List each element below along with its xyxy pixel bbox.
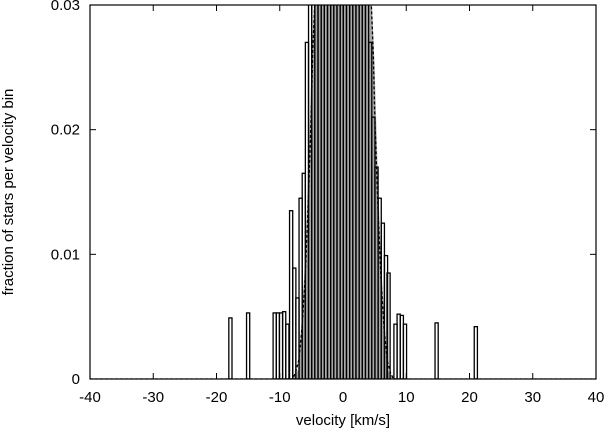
- y-tick-label: 0: [72, 371, 80, 388]
- gaussian-fit-layer: [90, 5, 596, 379]
- x-tick-label: -20: [206, 389, 228, 406]
- histogram-bar: [434, 322, 439, 379]
- x-tick-label: -30: [142, 389, 164, 406]
- y-axis-label: fraction of stars per velocity bin: [0, 89, 17, 296]
- x-axis-ticks: -40 -30 -20 -10 0 10 20 30 40: [79, 5, 604, 406]
- x-tick-label: 10: [398, 389, 415, 406]
- x-tick-label: -40: [79, 389, 101, 406]
- histogram-bar: [285, 323, 290, 379]
- x-tick-label: 20: [461, 389, 478, 406]
- x-axis-label: velocity [km/s]: [296, 412, 390, 429]
- histogram-bar: [402, 323, 408, 379]
- x-tick-label: 40: [588, 389, 605, 406]
- y-tick-label: 0.03: [51, 0, 80, 14]
- gaussian-fit-line: [90, 5, 596, 379]
- y-tick-label: 0.02: [51, 122, 80, 139]
- histogram-bar: [473, 325, 479, 379]
- x-tick-label: 30: [524, 389, 541, 406]
- histogram-bar: [245, 312, 251, 379]
- x-tick-label: -10: [269, 389, 291, 406]
- histogram-layer: [228, 5, 479, 379]
- y-tick-label: 0.01: [51, 246, 80, 263]
- x-tick-label: 0: [339, 389, 347, 406]
- histogram-bar: [228, 317, 233, 379]
- y-axis-ticks: 0 0.01 0.02 0.03: [51, 0, 596, 388]
